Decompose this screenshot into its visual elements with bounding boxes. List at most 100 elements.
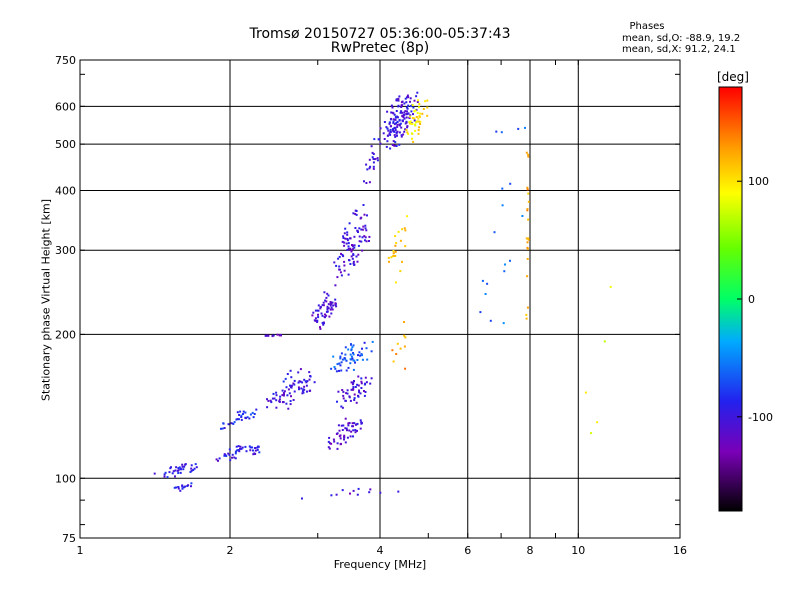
data-point [346,249,349,251]
data-point [341,429,344,431]
chart-subtitle: RwPretec (8p) [330,40,430,56]
data-point [346,233,349,236]
data-point [391,129,394,132]
data-point [333,440,336,443]
data-point [399,270,402,273]
data-point [270,401,273,404]
data-point [526,186,529,189]
data-point [361,228,364,231]
data-point [342,237,345,239]
data-point [403,102,406,105]
data-point [174,475,176,478]
data-point [397,230,400,233]
data-point [330,306,333,309]
data-point [395,99,398,102]
data-point [176,469,179,472]
data-point [360,387,363,389]
data-point [344,358,347,361]
data-point [291,384,293,387]
data-point [392,254,395,257]
data-point [272,334,275,337]
data-point [391,349,394,352]
data-point [255,408,258,411]
data-point [351,425,354,428]
data-point [363,390,365,392]
data-point [527,155,530,158]
data-point [330,302,333,305]
data-point [370,377,373,380]
data-point [215,458,218,461]
data-point [351,257,354,260]
data-point [409,97,412,100]
data-point [253,452,256,455]
data-point [281,394,284,397]
data-point [177,467,180,470]
data-point [392,128,394,131]
data-point [407,132,410,135]
data-point [338,369,340,372]
data-point [252,449,254,452]
data-point [404,229,407,232]
data-point [406,131,409,134]
data-point [403,117,406,120]
data-point [301,381,304,384]
data-point [394,127,397,130]
data-point [342,424,345,427]
data-point [360,380,363,383]
data-point [590,432,593,435]
data-point [182,468,185,471]
data-point [410,132,413,135]
data-point [356,359,359,361]
data-point [406,96,408,99]
data-point [331,301,334,304]
data-point [406,107,409,110]
data-point [343,269,346,272]
data-point [220,427,222,430]
data-point [394,141,397,144]
data-point [347,424,350,427]
data-point [360,216,363,219]
data-point [398,123,401,126]
data-point [289,400,292,402]
data-point [337,390,340,393]
data-point [407,96,410,99]
data-point [325,310,328,313]
data-point [239,410,242,413]
data-point [395,115,397,118]
data-point [401,260,403,263]
data-point [340,405,343,408]
data-point [401,111,404,114]
data-point [332,304,335,307]
data-point [232,422,235,425]
data-point [383,138,386,140]
data-point [355,210,358,212]
data-point [240,414,243,417]
data-point [282,380,285,383]
data-point [526,241,529,244]
data-point [189,471,192,473]
data-point [267,399,270,402]
data-point [346,389,349,392]
data-point [326,308,329,311]
plot-frame [79,59,681,539]
data-point [406,126,409,129]
data-point [359,427,362,430]
data-point [351,357,354,360]
data-point [342,397,345,400]
data-point [403,321,405,323]
data-point [359,419,362,422]
data-point [352,260,355,263]
data-point [525,317,528,320]
data-point [328,315,331,318]
data-point [403,334,406,337]
data-point [319,327,322,330]
data-point [353,422,356,425]
y-tick-label: 75 [62,532,76,545]
data-point [163,475,166,478]
data-point [527,200,530,203]
data-point [404,336,407,339]
data-point [326,307,329,310]
data-point [244,445,247,448]
data-point [333,366,336,368]
data-point [365,229,368,232]
